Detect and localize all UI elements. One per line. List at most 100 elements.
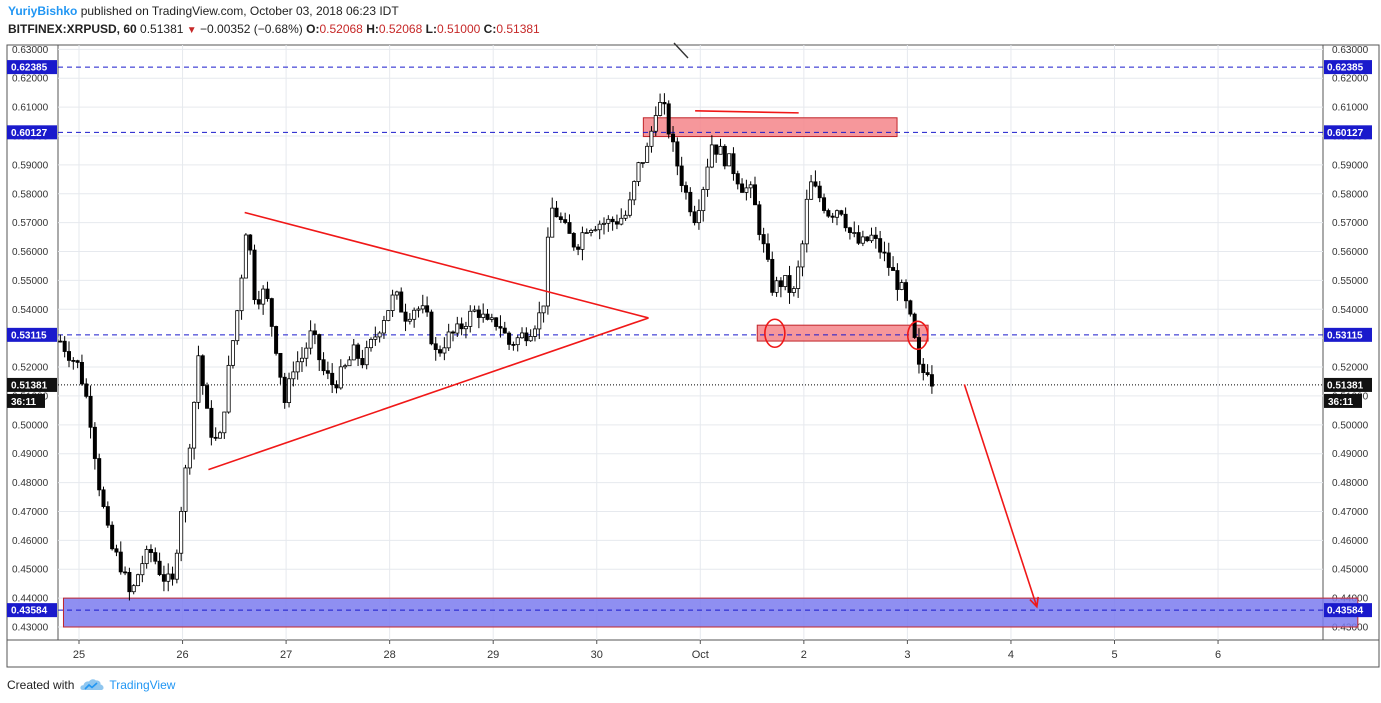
candle-body xyxy=(455,323,460,334)
y-tick-label-left: 0.62000 xyxy=(12,74,49,85)
candle-body xyxy=(891,267,896,271)
candle-body xyxy=(714,144,719,155)
candle-body xyxy=(118,551,123,573)
x-tick-label: 2 xyxy=(801,649,807,661)
candle-body xyxy=(860,236,865,244)
candle-body xyxy=(869,234,874,242)
candle-body xyxy=(571,233,576,248)
symbol-info: BITFINEX:XRPUSD, 60 0.51381 ▼ −0.00352 (… xyxy=(8,22,540,38)
candle-body xyxy=(895,270,900,290)
y-tick-label-left: 0.48000 xyxy=(12,478,49,489)
y-tick-label-left: 0.45000 xyxy=(12,565,49,576)
author-name[interactable]: YuriyBishko xyxy=(8,4,78,18)
candle-body xyxy=(735,173,740,185)
candle-body xyxy=(692,211,697,224)
candle-body xyxy=(727,153,732,167)
candle-body xyxy=(226,364,231,413)
candle-body xyxy=(403,311,408,322)
candle-body xyxy=(269,298,274,327)
candle-body xyxy=(916,337,921,365)
candle-body xyxy=(800,243,805,268)
price-level-tag-left xyxy=(7,327,57,342)
candle-body xyxy=(658,102,663,116)
price-zone xyxy=(642,117,898,138)
price-level-label-right: 0.53115 xyxy=(1327,330,1363,341)
candle-body xyxy=(170,573,175,580)
candle-body xyxy=(563,219,568,223)
y-tick-label-right: 0.57000 xyxy=(1332,218,1369,229)
candle-body xyxy=(921,363,926,374)
candle-body xyxy=(450,331,455,334)
candle-body xyxy=(520,332,525,339)
candle-body xyxy=(675,141,680,167)
candle-body xyxy=(412,309,417,320)
candle-body xyxy=(494,317,499,327)
candle-body xyxy=(463,325,468,330)
x-tick-label: 6 xyxy=(1215,649,1221,661)
candle-body xyxy=(148,549,153,553)
candle-body xyxy=(200,355,205,387)
candle-body xyxy=(709,144,714,168)
created-with-text: Created with xyxy=(7,678,75,692)
candle-body xyxy=(593,229,598,232)
x-tick-label: 30 xyxy=(591,649,603,661)
y-tick-label-left: 0.44000 xyxy=(12,594,49,605)
candle-body xyxy=(75,360,80,363)
candle-body xyxy=(407,318,412,322)
candle-body xyxy=(386,310,391,321)
y-tick-label-left: 0.50000 xyxy=(12,420,49,431)
candle-body xyxy=(459,323,464,330)
price-level-label-right: 0.51381 xyxy=(1327,380,1364,391)
close-label: C: xyxy=(483,22,497,36)
price-level-tag-right xyxy=(1324,377,1372,392)
candle-body xyxy=(614,221,619,225)
candle-body xyxy=(610,218,615,223)
price-level-tag-right xyxy=(1324,125,1372,140)
candle-body xyxy=(481,313,486,318)
candle-body xyxy=(528,336,533,342)
candle-body xyxy=(576,246,581,250)
candle-body xyxy=(239,277,244,312)
candle-body xyxy=(136,574,141,587)
candle-body xyxy=(183,467,188,512)
price-level-tag-left xyxy=(7,603,57,618)
price-change: −0.00352 (−0.68%) xyxy=(200,22,303,36)
candle-body xyxy=(744,187,749,193)
candle-body xyxy=(852,232,857,234)
candle-body xyxy=(252,249,257,301)
candle-body xyxy=(381,320,386,334)
candle-body xyxy=(213,436,218,439)
candle-body xyxy=(666,103,671,135)
candle-body xyxy=(356,344,361,359)
countdown-label-right: 36:11 xyxy=(1328,397,1353,408)
y-tick-label-left: 0.61000 xyxy=(12,103,49,114)
candle-body xyxy=(468,310,473,327)
price-level-tag-right xyxy=(1324,327,1372,342)
candle-body xyxy=(278,352,283,378)
candle-body xyxy=(97,458,102,491)
y-tick-label-right: 0.47000 xyxy=(1332,507,1369,518)
candle-body xyxy=(640,162,645,164)
y-tick-label-left: 0.56000 xyxy=(12,247,49,258)
y-tick-label-right: 0.43000 xyxy=(1332,623,1369,634)
candle-body xyxy=(856,232,861,244)
top-pointer-mark xyxy=(673,42,689,59)
candle-body xyxy=(830,215,835,218)
candle-body xyxy=(705,166,710,190)
tradingview-link[interactable]: TradingView xyxy=(80,677,175,693)
candle-body xyxy=(753,184,758,206)
candle-body xyxy=(822,197,827,211)
candle-body xyxy=(627,199,632,216)
tradingview-brand: TradingView xyxy=(109,678,176,692)
price-level-tag-left xyxy=(7,60,57,75)
candle-body xyxy=(92,426,97,459)
candle-body xyxy=(904,282,909,302)
candle-body xyxy=(343,365,348,368)
candle-body xyxy=(649,130,654,147)
y-tick-label-right: 0.58000 xyxy=(1332,189,1369,200)
y-tick-label-right: 0.61000 xyxy=(1332,103,1369,114)
y-tick-label-left: 0.58000 xyxy=(12,189,49,200)
candle-body xyxy=(347,359,352,367)
publish-text: published on TradingView.com, October 03… xyxy=(80,4,399,18)
